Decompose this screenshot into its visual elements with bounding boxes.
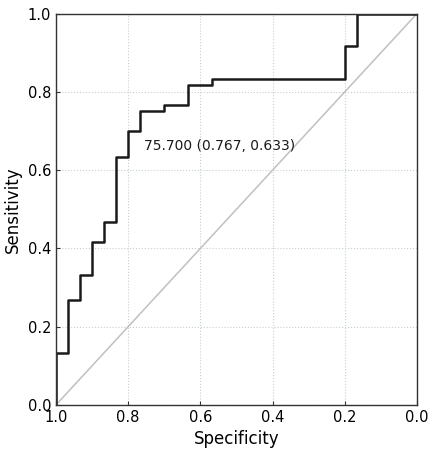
Text: 75.700 (0.767, 0.633): 75.700 (0.767, 0.633) xyxy=(144,139,295,153)
X-axis label: Specificity: Specificity xyxy=(194,430,280,448)
Y-axis label: Sensitivity: Sensitivity xyxy=(4,166,22,252)
